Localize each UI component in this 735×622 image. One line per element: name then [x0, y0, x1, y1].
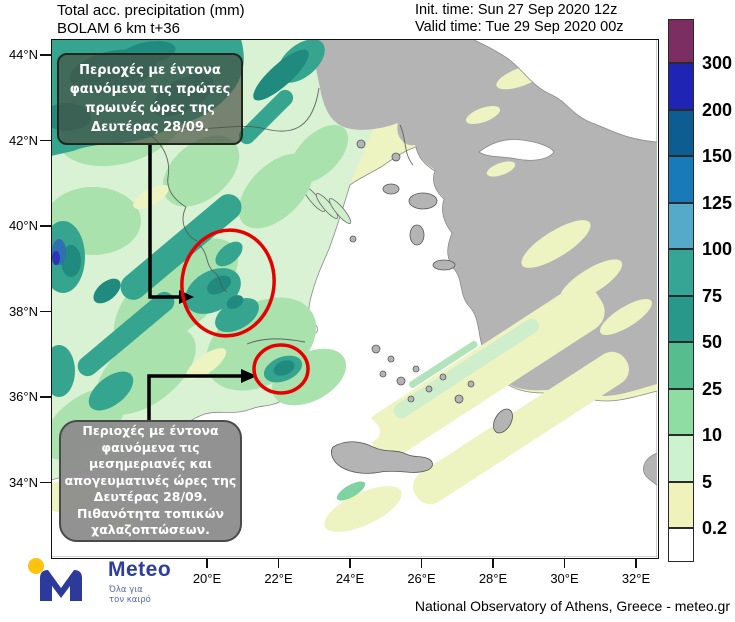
highlight-ellipse-northwest-greece [180, 228, 276, 338]
title-line2: BOLAM 6 km t+36 [57, 20, 180, 37]
colorbar-label: 75 [702, 285, 723, 306]
lon-tick [635, 558, 637, 568]
colorbar-block [668, 19, 694, 63]
lat-label: 42°N [8, 132, 38, 148]
islands [331, 139, 513, 474]
meteo-logo-mark [28, 558, 82, 601]
logo-tagline: Όλα για τον καιρό [109, 585, 151, 605]
crete-island [331, 441, 433, 474]
map-title: Total acc. precipitation (mm) BOLAM 6 km… [57, 2, 245, 38]
lon-tick [563, 558, 566, 568]
valid-time: Valid time: Tue 29 Sep 2020 00z [415, 19, 624, 35]
annotation-box-morning: Περιοχές με έντονα φαινόμενα τις πρώτες … [57, 53, 243, 145]
colorbar-block [668, 156, 694, 203]
lat-tick [40, 139, 51, 142]
map-frame [51, 39, 659, 559]
model-times: Init. time: Sun 27 Sep 2020 12z Valid ti… [415, 2, 624, 36]
colorbar-block [668, 528, 694, 562]
lat-tick [40, 396, 51, 398]
lat-label: 40°N [8, 218, 38, 233]
lon-label: 26°E [407, 571, 436, 586]
lon-label: 32°E [621, 571, 651, 586]
lon-tick [349, 558, 351, 568]
lat-label: 38°N [8, 303, 38, 319]
logo-wordmark: Meteo [108, 558, 172, 581]
title-line1: Total acc. precipitation (mm) [57, 2, 245, 19]
colorbar-label: 10 [702, 425, 723, 445]
lon-label: 20°E [192, 571, 222, 586]
lat-label: 36°N [8, 389, 38, 404]
colorbar-block [668, 295, 694, 342]
colorbar-label: 50 [702, 332, 723, 352]
m-letter-icon [40, 570, 82, 601]
colorbar-label: 150 [702, 146, 733, 166]
lon-tick [277, 558, 280, 568]
lon-tick [206, 558, 208, 568]
lat-label: 34°N [8, 474, 38, 490]
colorbar-block [668, 202, 694, 249]
lon-label: 30°E [550, 571, 579, 586]
lon-label: 28°E [478, 571, 508, 586]
colorbar: 300 200 150 125 100 75 50 25 10 5 0.2 [668, 0, 735, 580]
lat-tick [40, 481, 51, 484]
colorbar-block [668, 342, 694, 389]
lon-label: 24°E [335, 571, 365, 586]
highlight-ellipse-peloponnese [252, 343, 310, 395]
attribution-text: National Observatory of Athens, Greece -… [414, 598, 730, 614]
colorbar-label: 5 [702, 471, 713, 492]
colorbar-label: 200 [702, 99, 733, 120]
sun-icon [28, 558, 44, 574]
colorbar-block [668, 435, 694, 482]
lat-tick [40, 225, 51, 227]
colorbar-label: 25 [702, 378, 723, 399]
colorbar-block [668, 109, 694, 156]
colorbar-label: 125 [702, 192, 733, 213]
colorbar-label: 300 [702, 53, 733, 73]
black-sea [471, 39, 657, 143]
init-time: Init. time: Sun 27 Sep 2020 12z [415, 2, 618, 18]
lat-label: 44°N [8, 47, 38, 62]
lon-tick [492, 558, 494, 568]
colorbar-block [668, 388, 694, 435]
lat-tick [40, 310, 51, 313]
colorbar-block [668, 481, 694, 528]
meteo-logo [18, 548, 178, 618]
colorbar-label: 0.2 [702, 518, 728, 538]
arrow-afternoon [147, 369, 257, 420]
lon-tick [420, 558, 423, 568]
colorbar-block [668, 63, 694, 110]
colorbar-block [668, 249, 694, 296]
annotation-box-afternoon: Περιοχές με έντονα φαινόμενα τις μεσημερ… [59, 420, 242, 542]
lat-tick [40, 54, 51, 56]
lon-label: 22°E [264, 571, 293, 586]
colorbar-label: 100 [702, 239, 733, 259]
